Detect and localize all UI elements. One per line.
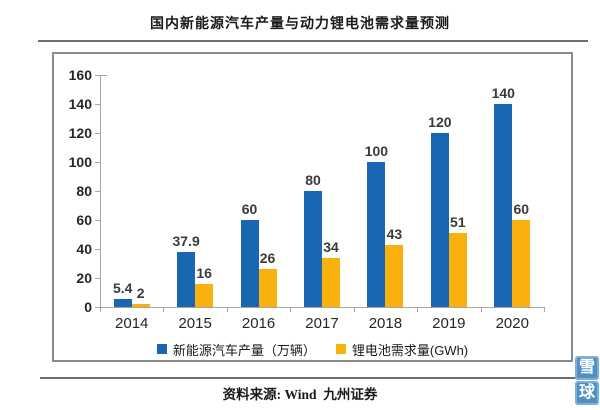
bar-value-label: 60 <box>241 201 258 217</box>
bar-value-label: 51 <box>450 214 466 231</box>
y-axis-tick-label: 60 <box>76 212 92 228</box>
legend-label-nev-production: 新能源汽车产量（万辆） <box>172 342 316 358</box>
bar-value-label: 60 <box>513 201 530 217</box>
y-axis-tick <box>95 278 100 279</box>
bar-value-label: 2 <box>136 285 145 302</box>
y-axis-tick-label: 0 <box>84 299 92 315</box>
legend-swatch-yellow <box>335 344 346 354</box>
x-axis-tick <box>353 308 355 312</box>
y-axis-tick <box>95 249 100 250</box>
legend-label-battery-demand: 锂电池需求量(GWh) <box>351 342 469 358</box>
y-axis-tick <box>95 104 100 105</box>
legend-item-nev-production: 新能源汽车产量（万辆） <box>156 340 316 359</box>
x-axis-tick <box>290 308 292 312</box>
bar-nev-2020 <box>494 104 513 307</box>
bar-value-label: 120 <box>428 114 452 130</box>
x-axis-tick <box>226 308 228 312</box>
bar-battery-2016 <box>258 269 277 307</box>
x-axis-tick <box>480 308 482 312</box>
bar-nev-2015 <box>177 252 196 307</box>
bar-value-label: 43 <box>386 225 403 242</box>
watermark-char-bottom: 球 <box>575 381 599 405</box>
data-source-text: 资料来源: Wind 九州证券 <box>222 387 378 402</box>
y-axis-tick <box>95 191 100 192</box>
y-axis-tick-label: 100 <box>68 154 92 170</box>
y-axis-top-cap <box>101 75 107 76</box>
y-axis-tick <box>95 162 100 163</box>
y-axis-tick-label: 20 <box>76 270 92 286</box>
bar-battery-2018 <box>385 244 404 307</box>
y-axis-tick <box>95 133 100 134</box>
bar-battery-2019 <box>448 233 467 307</box>
x-axis-tick <box>417 308 419 312</box>
y-axis-tick-label: 80 <box>76 183 92 199</box>
x-axis-tick <box>163 308 165 312</box>
x-axis-category-label: 2015 <box>178 315 212 332</box>
xueqiu-watermark-logo: 雪 球 <box>575 356 599 406</box>
y-axis-tick <box>95 307 100 308</box>
x-axis-tick <box>100 308 101 312</box>
bar-value-label: 5.4 <box>112 280 133 297</box>
x-axis-tick <box>544 308 545 312</box>
y-axis-tick-label: 120 <box>68 125 92 141</box>
chart-legend: 新能源汽车产量（万辆） 锂电池需求量(GWh) <box>54 340 571 358</box>
footer-divider-line <box>40 377 588 379</box>
page-title: 国内新能源汽车产量与动力锂电池需求量预测 <box>150 17 450 32</box>
title-divider-line <box>38 40 588 42</box>
bar-value-label: 16 <box>196 264 212 281</box>
bar-nev-2016 <box>240 220 259 307</box>
chart-frame: 0 20 40 60 80 100 120 140 160 5.4 2 2014 37.9 16 2015 6… <box>52 52 573 362</box>
bar-nev-2018 <box>367 162 386 307</box>
bar-nev-2017 <box>304 191 322 307</box>
bar-battery-2020 <box>512 220 531 307</box>
bar-value-label: 37.9 <box>172 233 200 250</box>
x-axis-category-label: 2020 <box>495 315 529 332</box>
bar-battery-2014 <box>131 304 150 307</box>
x-axis-category-label: 2016 <box>241 315 276 332</box>
bar-value-label: 34 <box>323 238 339 255</box>
bar-value-label: 26 <box>259 250 276 267</box>
bar-value-label: 140 <box>491 85 515 101</box>
chart-canvas: 0 20 40 60 80 100 120 140 160 5.4 2 2014 37.9 16 2015 6… <box>54 54 571 360</box>
x-axis-category-label: 2017 <box>305 315 339 332</box>
legend-item-battery-demand: 锂电池需求量(GWh) <box>335 340 469 359</box>
y-axis-tick-label: 40 <box>76 241 92 257</box>
x-axis-category-label: 2014 <box>115 315 149 332</box>
bar-battery-2017 <box>322 257 340 307</box>
y-axis-tick <box>95 220 100 221</box>
x-axis-category-label: 2019 <box>432 315 466 332</box>
bar-battery-2015 <box>195 283 214 307</box>
legend-swatch-blue <box>156 344 167 354</box>
bar-value-label: 100 <box>364 143 389 159</box>
bar-nev-2014 <box>113 299 132 307</box>
y-axis-tick-label: 160 <box>68 67 92 83</box>
y-axis-line <box>100 75 101 307</box>
watermark-char-top: 雪 <box>575 356 599 380</box>
y-axis-tick-label: 140 <box>68 96 92 112</box>
bar-nev-2019 <box>430 133 449 307</box>
x-axis-line <box>100 307 545 308</box>
x-axis-category-label: 2018 <box>368 315 403 332</box>
y-axis-tick <box>95 75 100 76</box>
bar-value-label: 80 <box>305 172 321 188</box>
